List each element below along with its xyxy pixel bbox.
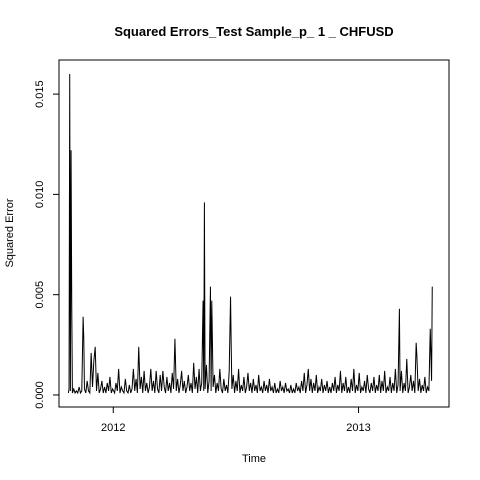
- x-axis: 2012 2013: [101, 407, 371, 434]
- y-tick-label: 0.015: [34, 80, 46, 108]
- y-axis: 0.000 0.005 0.010 0.015: [34, 80, 59, 409]
- plot-frame: [58, 59, 450, 408]
- y-tick-label: 0.010: [34, 181, 46, 209]
- y-tick-label: 0.005: [34, 281, 46, 309]
- series-line: [67, 74, 433, 395]
- x-axis-label: Time: [242, 453, 266, 465]
- chart-title: Squared Errors_Test Sample_p_ 1 _ CHFUSD: [114, 24, 393, 39]
- y-axis-label: Squared Error: [4, 198, 16, 267]
- x-tick-label: 2012: [101, 422, 125, 434]
- y-tick-label: 0.000: [34, 381, 46, 409]
- x-tick-label: 2013: [346, 422, 370, 434]
